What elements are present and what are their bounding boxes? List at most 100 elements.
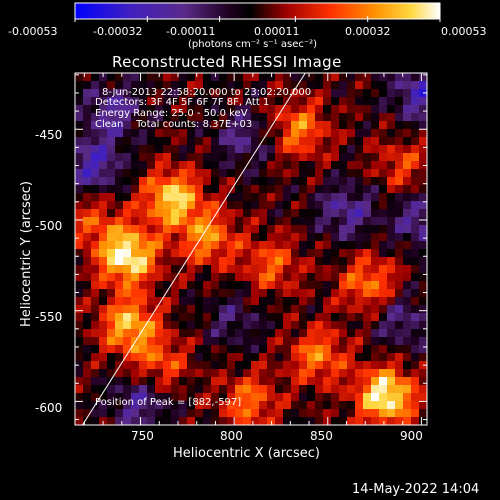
heatmap-cell: [75, 89, 84, 98]
heatmap-cell: [91, 361, 100, 370]
heatmap-cell: [91, 129, 100, 138]
heatmap-cell: [219, 273, 228, 282]
heatmap-cell: [275, 393, 284, 402]
heatmap-cell: [195, 193, 204, 202]
heatmap-cell: [147, 321, 156, 330]
heatmap-cell: [243, 105, 252, 114]
heatmap-cell: [115, 217, 124, 226]
heatmap-cell: [339, 273, 348, 282]
heatmap-cell: [363, 249, 372, 258]
heatmap-cell: [187, 241, 196, 250]
heatmap-cell: [299, 193, 308, 202]
heatmap-cell: [99, 321, 108, 330]
heatmap-cell: [283, 241, 292, 250]
heatmap-cell: [315, 201, 324, 210]
heatmap-cell: [411, 145, 420, 154]
heatmap-cell: [307, 241, 316, 250]
heatmap-cell: [251, 361, 260, 370]
heatmap-cell: [179, 185, 188, 194]
heatmap-cell: [75, 161, 84, 170]
heatmap-cell: [131, 345, 140, 354]
heatmap-cell: [227, 313, 236, 322]
heatmap-cell: [179, 377, 188, 386]
heatmap-cell: [139, 145, 148, 154]
heatmap-cell: [299, 145, 308, 154]
heatmap-cell: [259, 369, 268, 378]
heatmap-cell: [347, 265, 356, 274]
heatmap-cell: [387, 345, 396, 354]
heatmap-cell: [99, 73, 108, 82]
heatmap-cell: [83, 233, 92, 242]
y-axis-title: Heliocentric Y (arcsec): [19, 181, 34, 327]
heatmap-cell: [315, 369, 324, 378]
heatmap-cell: [291, 145, 300, 154]
heatmap-cell: [395, 409, 404, 418]
heatmap-cell: [395, 353, 404, 362]
heatmap-cell: [219, 137, 228, 146]
heatmap-cell: [163, 81, 172, 90]
heatmap-cell: [403, 89, 412, 98]
heatmap-cell: [235, 289, 244, 298]
heatmap-cell: [227, 409, 236, 418]
heatmap-cell: [107, 257, 116, 266]
heatmap-cell: [291, 305, 300, 314]
heatmap-cell: [115, 209, 124, 218]
heatmap-cell: [363, 217, 372, 226]
heatmap-cell: [251, 121, 260, 130]
heatmap-cell: [387, 257, 396, 266]
heatmap-cell: [123, 217, 132, 226]
heatmap-cell: [131, 161, 140, 170]
limb-line: [82, 73, 306, 425]
heatmap-cell: [283, 137, 292, 146]
heatmap-cell: [307, 345, 316, 354]
heatmap-cell: [387, 265, 396, 274]
heatmap-cell: [283, 129, 292, 138]
heatmap-cell: [107, 289, 116, 298]
heatmap-cell: [331, 369, 340, 378]
heatmap-cell: [203, 177, 212, 186]
heatmap-cell: [419, 121, 427, 130]
heatmap-cell: [315, 273, 324, 282]
heatmap-cell: [283, 313, 292, 322]
heatmap-cell: [195, 297, 204, 306]
heatmap-cell: [163, 177, 172, 186]
heatmap-cell: [307, 369, 316, 378]
heatmap-cell: [403, 185, 412, 194]
heatmap-cell: [139, 329, 148, 338]
heatmap-cell: [283, 161, 292, 170]
heatmap-cell: [331, 385, 340, 394]
heatmap-cell: [155, 249, 164, 258]
heatmap-cell: [267, 297, 276, 306]
heatmap-cell: [379, 393, 388, 402]
heatmap-cell: [83, 241, 92, 250]
heatmap-cell: [331, 89, 340, 98]
heatmap-cell: [195, 273, 204, 282]
heatmap-cell: [83, 257, 92, 266]
heatmap-cell: [91, 369, 100, 378]
heatmap-cell: [395, 257, 404, 266]
heatmap-cell: [379, 417, 388, 425]
heatmap-cell: [323, 129, 332, 138]
heatmap-cell: [283, 329, 292, 338]
heatmap-cell: [411, 169, 420, 178]
heatmap-cell: [355, 377, 364, 386]
heatmap-cell: [355, 257, 364, 266]
heatmap-cell: [75, 297, 84, 306]
heatmap-cell: [115, 345, 124, 354]
heatmap-cell: [347, 201, 356, 210]
heatmap-cell: [259, 217, 268, 226]
heatmap-cell: [243, 81, 252, 90]
heatmap-cell: [411, 385, 420, 394]
heatmap-cell: [251, 249, 260, 258]
heatmap-cell: [371, 377, 380, 386]
heatmap-cell: [115, 169, 124, 178]
heatmap-cell: [347, 217, 356, 226]
heatmap-cell: [187, 401, 196, 410]
heatmap-cell: [411, 257, 420, 266]
heatmap-cell: [219, 369, 228, 378]
heatmap-cell: [139, 369, 148, 378]
heatmap-cell: [347, 225, 356, 234]
heatmap-cell: [347, 417, 356, 425]
heatmap-cell: [371, 345, 380, 354]
heatmap-cell: [403, 129, 412, 138]
